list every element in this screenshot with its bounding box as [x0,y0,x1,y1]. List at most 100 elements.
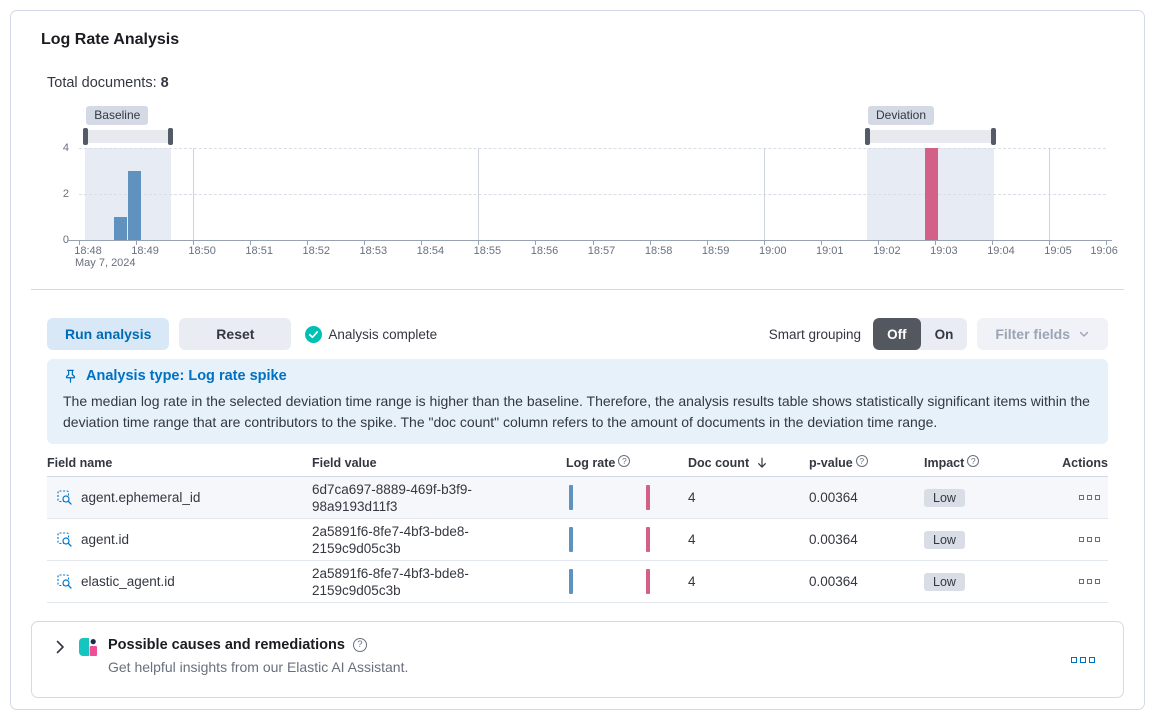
x-axis-tick [364,241,366,245]
reset-button[interactable]: Reset [179,318,292,350]
total-documents: Total documents: 8 [47,75,1108,91]
deviation-brush-track[interactable] [866,130,995,143]
x-axis-label: 18:57 [587,245,616,257]
table-header-row: Field name Field value Log rate? Doc cou… [47,455,1108,477]
x-axis-date-label: May 7, 2024 [75,257,136,269]
y-axis-label: 4 [62,142,69,154]
x-axis-label: 18:53 [359,245,388,257]
deviation-mini-bar [646,485,650,510]
baseline-mini-bar [569,527,573,552]
ai-assistant-panel: Possible causes and remediations ? Get h… [31,621,1124,698]
x-axis-label: 18:50 [188,245,216,257]
log-rate-mini-chart [566,519,688,560]
toolbar: Run analysis Reset Analysis complete Sma… [47,318,1108,350]
x-axis-tick [1106,241,1108,245]
smart-grouping-on-button[interactable]: On [921,318,968,350]
pin-icon [65,369,76,383]
chevron-down-icon [1079,331,1089,337]
question-circle-icon[interactable]: ? [967,455,980,467]
filter-fields-button[interactable]: Filter fields [977,318,1108,350]
impact-badge: Low [924,572,965,591]
column-header-impact[interactable]: Impact? [924,455,1044,470]
column-header-doc-count[interactable]: Doc count [688,456,809,470]
ai-panel-title: Possible causes and remediations [108,637,345,653]
deviation-mini-bar [646,527,650,552]
doc-count-value: 4 [688,532,696,547]
analysis-status-label: Analysis complete [328,326,438,342]
impact-badge: Low [924,530,965,549]
baseline-brush-handle-left[interactable] [83,128,89,145]
column-header-field-name[interactable]: Field name [47,456,113,470]
row-actions-button[interactable] [1079,537,1100,542]
x-axis-label: 19:06 [1090,245,1118,257]
impact-badge: Low [924,488,965,507]
analysis-status: Analysis complete [305,325,438,343]
question-circle-icon[interactable]: ? [618,455,631,467]
x-axis-tick [649,241,651,245]
ai-assistant-accordion-toggle[interactable]: Possible causes and remediations ? Get h… [52,637,1103,675]
p-value: 0.00364 [809,490,858,505]
x-axis-label: 19:01 [816,245,844,257]
x-gridline [478,148,480,240]
histogram-bar [925,148,939,240]
table-row: elastic_agent.id 2a5891f6-8fe7-4bf3-bde8… [47,561,1108,603]
smart-grouping-off-button[interactable]: Off [873,318,921,350]
field-search-icon[interactable] [57,531,73,548]
x-axis-tick [706,241,708,245]
question-circle-icon[interactable]: ? [855,455,868,467]
x-axis-label: 18:52 [302,245,330,257]
deviation-brush-handle-right[interactable] [991,128,997,145]
sort-desc-icon [758,457,767,468]
y-gridline [79,148,1107,149]
field-search-icon[interactable] [57,489,73,506]
x-axis-tick [1049,241,1051,245]
divider [31,289,1124,290]
field-search-icon[interactable] [57,573,73,590]
log-rate-mini-chart [566,561,688,602]
table-row: agent.ephemeral_id 6d7ca697-8889-469f-b3… [47,477,1108,519]
chevron-right-icon[interactable] [52,639,68,655]
results-table: Field name Field value Log rate? Doc cou… [47,455,1108,603]
ai-panel-subtitle: Get helpful insights from our Elastic AI… [108,659,409,675]
x-axis-tick [934,241,936,245]
filter-fields-label: Filter fields [995,326,1070,342]
run-analysis-button[interactable]: Run analysis [47,318,170,350]
x-axis-tick [535,241,537,245]
column-header-p-value[interactable]: p-value? [809,455,924,470]
smart-grouping-label: Smart grouping [768,326,862,342]
baseline-brush-handle-right[interactable] [167,128,173,145]
x-axis-label: 19:00 [758,245,787,257]
question-circle-icon[interactable]: ? [352,637,367,652]
y-axis-label: 2 [62,188,69,200]
callout-title-text: Analysis type: Log rate spike [86,368,287,384]
histogram-bar [113,217,127,240]
x-axis-label: 18:56 [530,245,559,257]
panel-actions-button[interactable] [1071,656,1095,663]
baseline-brush-track[interactable] [85,130,171,143]
column-header-log-rate[interactable]: Log rate? [566,455,688,470]
doc-count-value: 4 [688,490,696,505]
deviation-brush-handle-left[interactable] [864,128,870,145]
x-axis-label: 18:54 [416,245,445,257]
baseline-mini-bar [569,569,573,594]
y-gridline [79,194,1107,195]
column-header-actions: Actions [1062,456,1108,470]
check-circle-icon [305,325,323,343]
histogram-bar [128,171,142,240]
x-gridline [193,148,195,240]
field-value: 6d7ca697-8889-469f-b3f9-98a9193d11f3 [312,481,472,514]
deviation-mini-bar [646,569,650,594]
row-actions-button[interactable] [1079,495,1100,500]
x-axis-line [67,240,1113,241]
x-axis-tick [79,241,80,245]
column-header-field-value[interactable]: Field value [312,456,377,470]
callout-body-text: The median log rate in the selected devi… [63,393,1090,430]
x-axis-tick [763,241,765,245]
x-axis-tick [478,241,480,245]
x-gridline [763,148,765,240]
baseline-mini-bar [569,485,573,510]
x-axis-label: 18:55 [473,245,502,257]
x-axis-tick [421,241,423,245]
row-actions-button[interactable] [1079,579,1100,584]
x-axis-tick [307,241,309,245]
